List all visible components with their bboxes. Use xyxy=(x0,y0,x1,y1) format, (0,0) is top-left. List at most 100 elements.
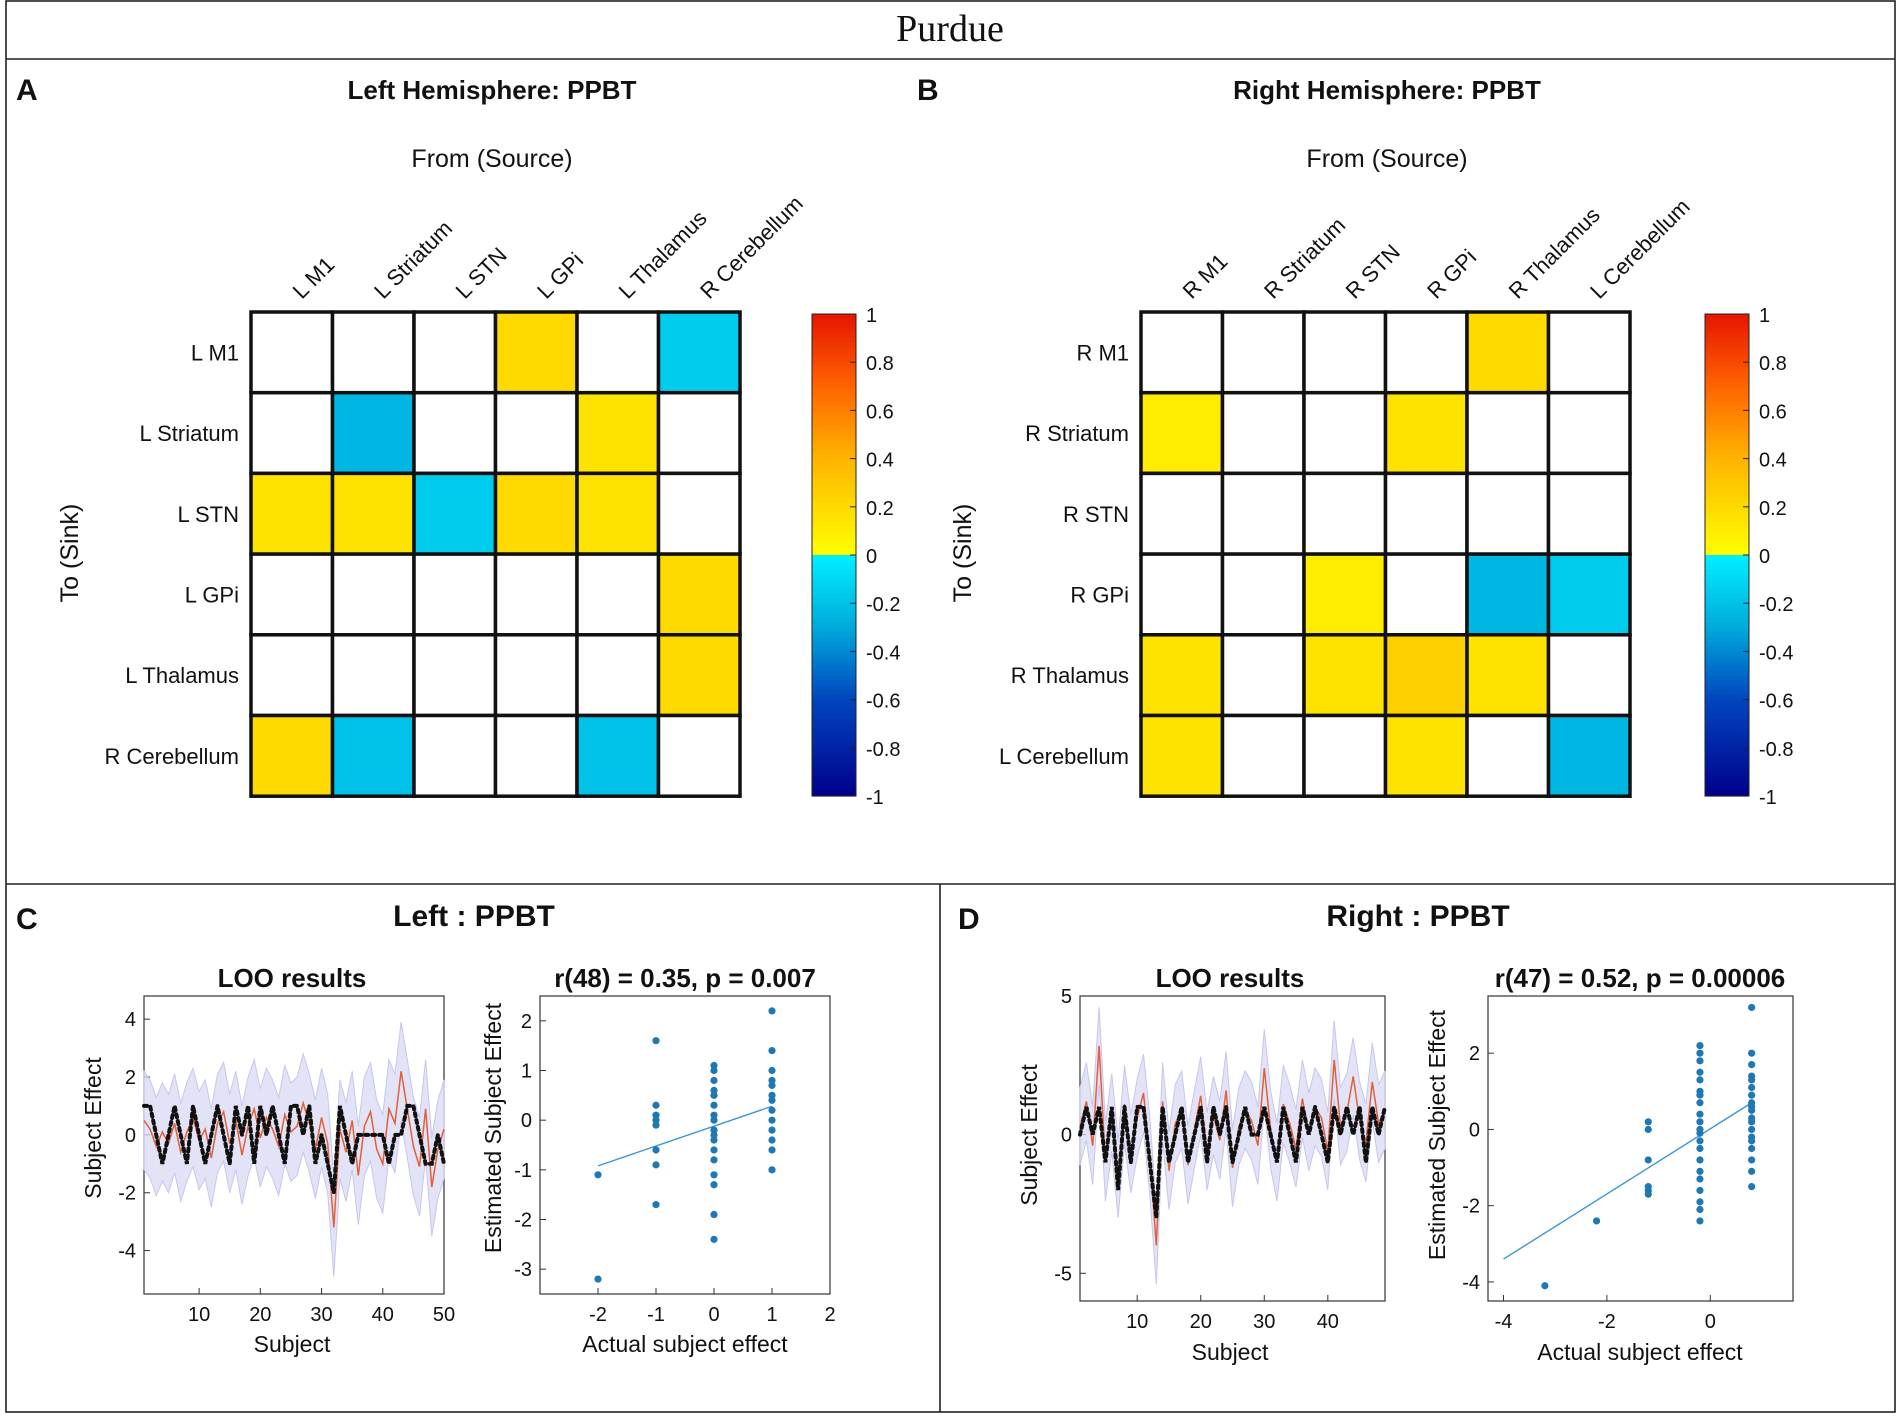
colorbar-segment xyxy=(1705,767,1749,773)
heatmap-cell xyxy=(1139,713,1225,798)
heatmap-cell xyxy=(493,471,579,556)
colorbar-segment xyxy=(812,333,856,339)
heatmap-row-label: L Striatum xyxy=(140,421,239,446)
x-tick-label: 0 xyxy=(708,1304,719,1326)
heatmap-cell xyxy=(493,552,579,637)
colorbar-segment xyxy=(1705,738,1749,744)
heatmap-row-label: L Cerebellum xyxy=(999,744,1129,769)
scatter-point xyxy=(710,1210,718,1219)
heatmap-row-label: R M1 xyxy=(1076,340,1129,365)
colorbar-segment xyxy=(1705,598,1749,604)
colorbar-segment xyxy=(1705,338,1749,344)
x-tick-label: -1 xyxy=(647,1304,665,1326)
colorbar-segment xyxy=(812,699,856,706)
colorbar-segment xyxy=(812,670,856,677)
panel-c-loo-ylabel: Subject Effect xyxy=(80,1057,106,1199)
heatmap-cell xyxy=(249,310,335,395)
colorbar-segment xyxy=(1705,444,1749,450)
scatter-point xyxy=(1748,1125,1756,1134)
colorbar-segment xyxy=(1705,781,1749,787)
colorbar-segment xyxy=(1705,367,1749,373)
colorbar-segment xyxy=(1705,622,1749,628)
colorbar-segment xyxy=(812,593,856,599)
colorbar-segment xyxy=(1705,771,1749,778)
colorbar-segment xyxy=(1705,689,1749,696)
colorbar-tick-label: -0.6 xyxy=(866,691,900,713)
scatter-point xyxy=(1644,1125,1652,1134)
colorbar-segment xyxy=(1705,482,1749,489)
scatter-point xyxy=(768,1116,776,1124)
heatmap-cell xyxy=(1383,471,1469,556)
heatmap-cell xyxy=(656,390,742,476)
colorbar-tick-label: 0 xyxy=(866,546,877,568)
colorbar-segment xyxy=(1705,747,1749,754)
scatter-point xyxy=(652,1201,660,1209)
colorbar-segment xyxy=(1705,709,1749,715)
x-tick-label: 30 xyxy=(1253,1311,1275,1333)
colorbar-segment xyxy=(812,468,856,474)
colorbar-tick-label: 1 xyxy=(866,305,877,327)
colorbar-segment xyxy=(812,410,856,416)
heatmap-cell xyxy=(575,390,661,476)
colorbar-segment xyxy=(1705,415,1749,421)
heatmap-col-label: L M1 xyxy=(288,252,340,304)
colorbar-segment xyxy=(812,622,856,628)
colorbar-segment xyxy=(1705,742,1749,749)
colorbar-segment xyxy=(812,381,856,387)
colorbar-segment xyxy=(1705,564,1749,571)
heatmap-row-label: R STN xyxy=(1063,502,1129,527)
colorbar-segment xyxy=(812,328,856,334)
colorbar-tick-label: -0.4 xyxy=(866,642,900,664)
colorbar-segment xyxy=(812,352,856,358)
colorbar-tick-label: 1 xyxy=(1759,305,1770,327)
heatmap-cell xyxy=(1302,390,1388,476)
colorbar-segment xyxy=(1705,593,1749,599)
colorbar-segment xyxy=(812,661,856,667)
scatter-point xyxy=(1696,1041,1704,1050)
plot-axes-box xyxy=(539,995,831,1295)
panel-d-loo-title: LOO results xyxy=(1156,963,1305,993)
heatmap-cell xyxy=(656,552,742,637)
scatter-point xyxy=(710,1136,718,1144)
scatter-point xyxy=(652,1037,660,1045)
scatter-point xyxy=(1748,1049,1756,1057)
colorbar-segment xyxy=(1705,762,1749,768)
colorbar-segment xyxy=(812,342,856,349)
colorbar-segment xyxy=(812,742,856,749)
colorbar-segment xyxy=(1705,728,1749,734)
y-tick-label: 0 xyxy=(1061,1125,1072,1147)
colorbar-segment xyxy=(812,323,856,330)
heatmap-cell xyxy=(656,713,742,798)
colorbar-segment xyxy=(812,714,856,720)
x-tick-label: 10 xyxy=(1126,1311,1148,1333)
panel-d-loo-xlabel: Subject xyxy=(1192,1339,1269,1365)
colorbar-segment xyxy=(812,704,856,710)
colorbar-segment xyxy=(1705,453,1749,460)
colorbar-segment xyxy=(812,776,856,783)
scatter-point xyxy=(1696,1175,1704,1183)
colorbar-segment xyxy=(812,771,856,778)
colorbar-segment xyxy=(812,723,856,730)
colorbar-segment xyxy=(812,781,856,787)
colorbar-segment xyxy=(812,487,856,493)
colorbar-segment xyxy=(1705,685,1749,691)
y-tick-label: 1 xyxy=(521,1061,532,1083)
scatter-point xyxy=(710,1061,718,1070)
confidence-band xyxy=(143,1021,445,1277)
scatter-point xyxy=(1696,1205,1704,1214)
colorbar-segment xyxy=(812,767,856,773)
panel-label-d: D xyxy=(958,903,980,936)
heatmap-row-label: L Thalamus xyxy=(125,663,239,688)
colorbar-segment xyxy=(1705,661,1749,667)
scatter-point xyxy=(768,1146,776,1154)
colorbar-segment xyxy=(1705,535,1749,542)
colorbar-segment xyxy=(1705,501,1749,508)
colorbar-segment xyxy=(1705,352,1749,358)
colorbar-segment xyxy=(1705,752,1749,759)
heatmap-cell xyxy=(1139,471,1225,556)
colorbar-segment xyxy=(1705,574,1749,580)
heatmap-cell xyxy=(1139,633,1225,718)
scatter-point xyxy=(710,1116,718,1124)
colorbar-segment xyxy=(812,694,856,701)
colorbar-segment xyxy=(1705,646,1749,652)
